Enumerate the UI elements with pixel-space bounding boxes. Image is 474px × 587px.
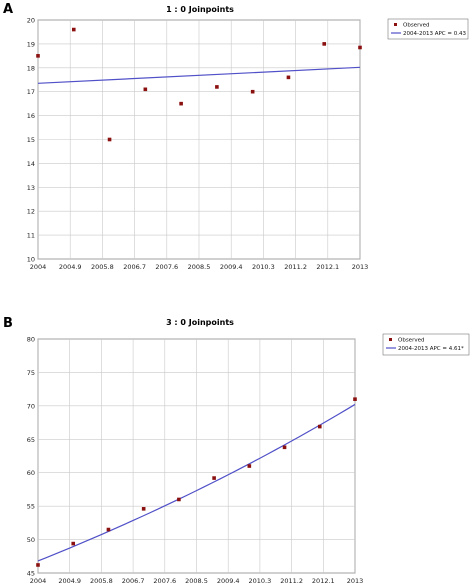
chart-title: 1 : 0 Joinpoints	[166, 5, 234, 14]
legend-observed-label: Observed	[398, 338, 424, 344]
y-tick-label: 70	[27, 402, 35, 410]
y-tick-label: 50	[27, 536, 35, 544]
legend-box	[387, 18, 469, 40]
x-tick-label: 2007.6	[155, 263, 178, 271]
y-tick-label: 13	[27, 184, 35, 192]
x-tick-label: 2011.2	[280, 577, 303, 583]
x-tick-label: 2005.8	[90, 577, 113, 583]
x-tick-label: 2009.4	[220, 263, 243, 271]
observed-point	[71, 27, 76, 32]
legend-fit-label: 2004-2013 APC = 4.61*	[398, 346, 464, 352]
observed-point	[286, 75, 291, 80]
chart-title: 3 : 0 Joinpoints	[166, 318, 234, 327]
observed-point	[71, 541, 76, 546]
x-tick-label: 2013	[352, 263, 369, 271]
y-tick-label: 14	[27, 160, 35, 168]
observed-point	[143, 87, 148, 92]
legend-observed-marker	[389, 338, 392, 341]
observed-point	[322, 42, 327, 46]
chart-panel-a: A 1 : 0 Joinpoints 10 11 12 13 14 15 16 17 18 19 2…	[0, 0, 474, 290]
x-tick-label: 2013	[347, 577, 364, 583]
observed-point	[353, 397, 357, 401]
y-tick-label: 60	[27, 469, 35, 477]
observed-point	[212, 476, 216, 480]
x-tick-label: 2006.7	[123, 263, 146, 271]
observed-point	[358, 45, 362, 50]
x-tick-label: 2006.7	[122, 577, 145, 583]
x-tick-label: 2004.9	[59, 263, 82, 271]
x-tick-label: 2004	[30, 263, 47, 271]
legend-observed-label: Observed	[403, 23, 429, 29]
observed-point	[36, 563, 40, 567]
y-tick-label: 80	[27, 336, 35, 344]
x-tick-label: 2010.3	[252, 263, 275, 271]
chart-a-svg: A 1 : 0 Joinpoints 10 11 12 13 14 15 16 17 18 19 2…	[3, 2, 469, 271]
observed-point	[177, 497, 181, 502]
x-tick-label: 2004	[30, 577, 47, 583]
x-tick-label: 2008.5	[185, 577, 208, 583]
y-tick-label: 65	[27, 436, 35, 444]
x-tick-label: 2010.3	[249, 577, 272, 583]
y-tick-label: 16	[27, 112, 35, 120]
panel-letter: A	[3, 2, 13, 17]
y-tick-label: 75	[27, 369, 35, 377]
observed-point	[106, 527, 111, 532]
y-tick-label: 17	[27, 88, 35, 96]
y-tick-label: 55	[27, 503, 35, 511]
legend-box	[382, 333, 470, 356]
observed-point	[250, 89, 255, 94]
observed-point	[215, 85, 219, 89]
observed-point	[247, 464, 252, 468]
y-tick-label: 45	[27, 570, 35, 578]
y-tick-label: 19	[27, 40, 35, 48]
x-tick-label: 2012.1	[312, 577, 335, 583]
legend-observed-marker	[394, 23, 397, 26]
x-tick-label: 2009.4	[217, 577, 240, 583]
x-tick-label: 2007.6	[153, 577, 176, 583]
chart-b-svg: B 3 : 0 Joinpoints 45 50 55 60 65 70 75 80 2004…	[3, 316, 470, 585]
observed-point	[282, 445, 287, 450]
x-tick-label: 2011.2	[284, 263, 307, 271]
y-tick-label: 15	[27, 136, 35, 144]
y-tick-label: 11	[27, 232, 35, 240]
y-tick-label: 18	[27, 64, 35, 72]
apc-fit-line	[37, 66, 361, 84]
apc-fit-line	[37, 403, 356, 562]
y-tick-label: 10	[27, 256, 35, 264]
observed-point	[179, 101, 183, 106]
observed-point	[317, 424, 322, 429]
x-tick-label: 2005.8	[91, 263, 114, 271]
x-tick-label: 2012.1	[316, 263, 339, 271]
x-tick-label: 2008.5	[188, 263, 211, 271]
x-tick-label: 2004.9	[58, 577, 81, 583]
y-tick-label: 12	[27, 208, 35, 216]
observed-point	[36, 54, 40, 58]
legend-fit-label: 2004-2013 APC = 0.43	[403, 31, 466, 37]
observed-point	[141, 507, 146, 511]
observed-point	[107, 137, 112, 142]
y-tick-label: 20	[27, 17, 35, 25]
chart-panel-b: B 3 : 0 Joinpoints 45 50 55 60 65 70 75 80 2004…	[0, 309, 474, 585]
panel-letter: B	[3, 316, 13, 331]
